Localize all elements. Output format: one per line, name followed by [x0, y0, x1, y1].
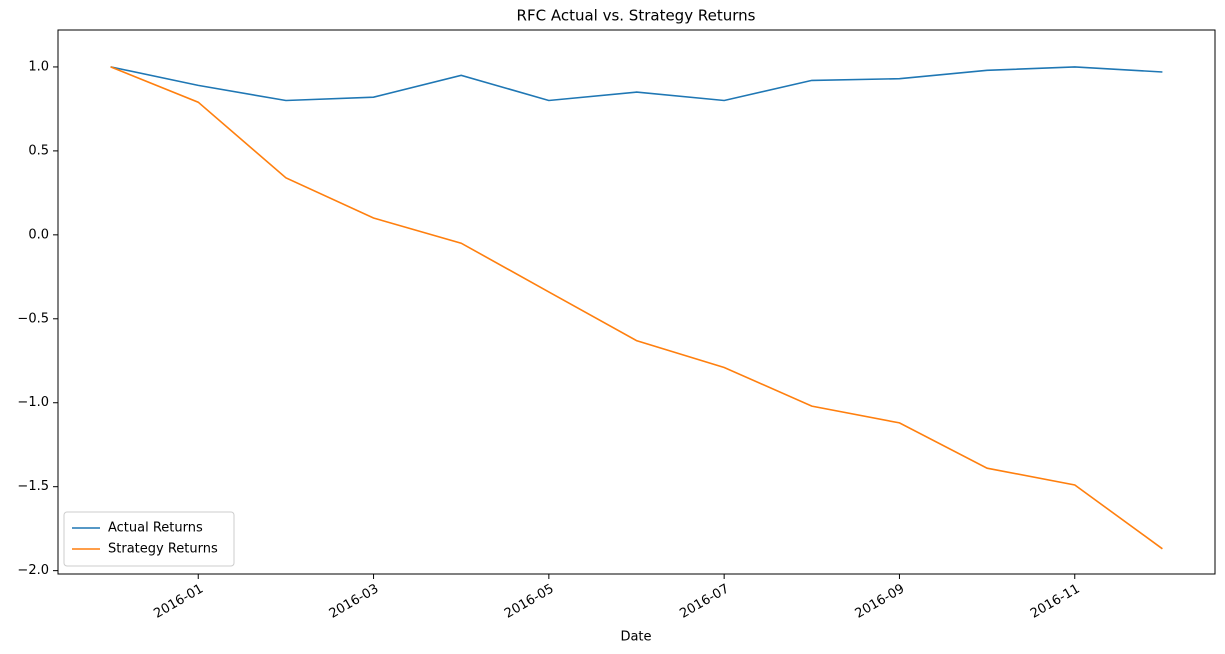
x-tick-label: 2016-07 — [677, 582, 732, 622]
x-axis-label: Date — [620, 630, 651, 645]
legend-box — [63, 511, 235, 567]
x-tick-label: 2016-01 — [151, 582, 206, 622]
x-tick-label: 2016-05 — [502, 582, 557, 622]
legend-label: Actual Returns — [108, 521, 203, 536]
y-tick-label: −2.0 — [17, 563, 49, 578]
y-tick-label: −1.0 — [17, 395, 49, 410]
data-line — [110, 66, 1163, 102]
legend: Actual Returns Strategy Returns — [63, 511, 235, 567]
plot-frame — [57, 29, 1216, 575]
x-tick-label: 2016-03 — [327, 582, 382, 622]
x-tick-label: 2016-09 — [853, 582, 908, 622]
legend-label: Strategy Returns — [108, 542, 218, 557]
y-tick-label: 1.0 — [28, 59, 49, 74]
data-line — [110, 66, 1163, 550]
y-tick-label: 0.5 — [28, 143, 49, 158]
y-tick-label: −1.5 — [17, 479, 49, 494]
chart-title: RFC Actual vs. Strategy Returns — [517, 7, 756, 25]
y-tick-label: 0.0 — [28, 227, 49, 242]
x-tick-label: 2016-11 — [1028, 582, 1083, 622]
y-tick-label: −0.5 — [17, 311, 49, 326]
